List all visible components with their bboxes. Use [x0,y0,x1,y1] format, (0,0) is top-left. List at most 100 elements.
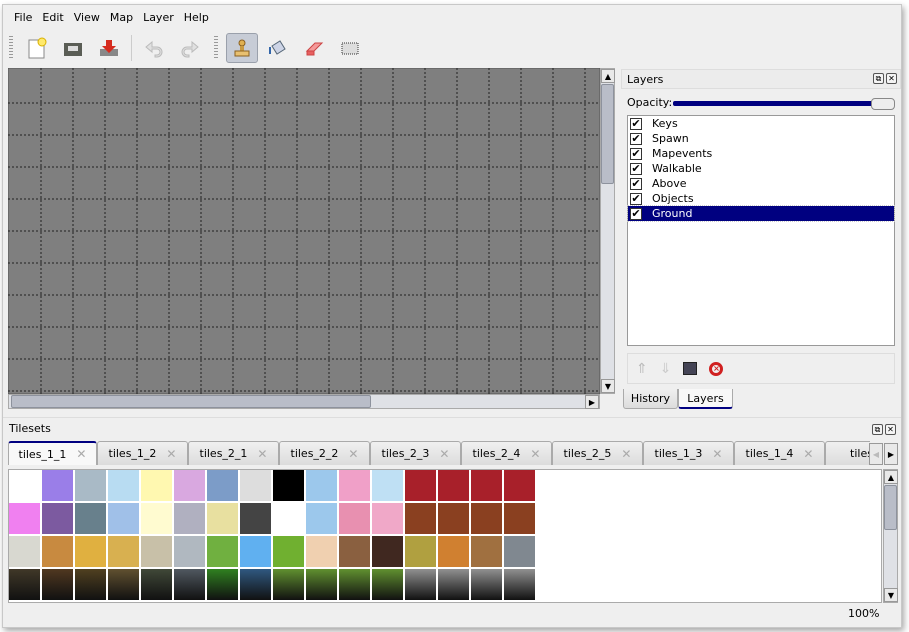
menu-view[interactable]: View [73,11,100,24]
tile[interactable] [273,470,305,502]
tile[interactable] [9,470,41,502]
undo-button[interactable] [138,33,170,63]
tile[interactable] [273,536,305,568]
close-tab-icon[interactable]: ✕ [712,446,723,461]
close-tab-icon[interactable]: ✕ [621,446,632,461]
raise-layer-icon[interactable]: ⇑ [636,360,648,377]
tile[interactable] [405,569,437,601]
lower-layer-icon[interactable]: ⇓ [659,360,672,377]
open-button[interactable] [57,33,89,63]
tile[interactable] [306,536,338,568]
opacity-slider[interactable] [673,98,895,110]
vertical-scroll-thumb[interactable] [601,84,614,184]
tile[interactable] [207,470,239,502]
tile[interactable] [471,470,503,502]
close-dock-icon[interactable]: ✕ [885,424,896,435]
vertical-scroll-thumb[interactable] [884,485,897,530]
layer-item[interactable]: ✔ Walkable [628,161,894,176]
tile[interactable] [339,470,371,502]
close-tab-icon[interactable]: ✕ [166,446,177,461]
tile[interactable] [141,503,173,535]
tile[interactable] [108,569,140,601]
map-canvas[interactable] [8,68,600,394]
bucket-fill-button[interactable] [262,33,294,63]
horizontal-scroll-thumb[interactable] [11,395,371,408]
tile[interactable] [174,569,206,601]
close-dock-icon[interactable]: ✕ [886,73,897,84]
tile[interactable] [471,536,503,568]
tile[interactable] [174,470,206,502]
menu-layer[interactable]: Layer [143,11,174,24]
close-tab-icon[interactable]: ✕ [257,446,268,461]
tab-scroll-left-arrow[interactable]: ◀ [869,443,883,465]
tile[interactable] [438,503,470,535]
tile[interactable] [273,503,305,535]
tile[interactable] [42,569,74,601]
tileset-tab[interactable]: tiles_2_4 ✕ [461,441,552,465]
layer-visibility-checkbox[interactable]: ✔ [630,176,642,190]
tile[interactable] [372,569,404,601]
tile[interactable] [207,503,239,535]
toolbar-grip[interactable] [214,36,218,60]
tile[interactable] [504,503,536,535]
scroll-up-arrow[interactable]: ▲ [884,470,898,484]
tile[interactable] [504,536,536,568]
map-vertical-scrollbar[interactable]: ▲ ▼ [600,68,615,394]
tile[interactable] [240,536,272,568]
tileset-tab[interactable]: tiles_2_2 ✕ [279,441,370,465]
close-tab-icon[interactable]: ✕ [530,446,541,461]
tile[interactable] [42,470,74,502]
tile[interactable] [372,503,404,535]
stamp-brush-button[interactable] [226,33,258,63]
tile[interactable] [240,569,272,601]
layer-item[interactable]: ✔ Mapevents [628,146,894,161]
tab-history[interactable]: History [623,389,678,409]
tile[interactable] [405,536,437,568]
close-tab-icon[interactable]: ✕ [348,446,359,461]
tileset-tab[interactable]: tiles_1_2 ✕ [97,441,188,465]
tile[interactable] [75,503,107,535]
tile[interactable] [9,503,41,535]
tileset-tab[interactable]: tiles_1_1 ✕ [8,441,97,465]
tile[interactable] [9,536,41,568]
tile[interactable] [240,470,272,502]
tileset-view[interactable] [8,469,882,603]
tile[interactable] [108,470,140,502]
tile[interactable] [9,569,41,601]
tile[interactable] [174,536,206,568]
tile[interactable] [504,470,536,502]
redo-button[interactable] [174,33,206,63]
tile[interactable] [372,536,404,568]
tile[interactable] [174,503,206,535]
layer-item[interactable]: ✔ Keys [628,116,894,131]
tile[interactable] [75,470,107,502]
tileset-vertical-scrollbar[interactable]: ▲ ▼ [883,469,898,603]
tile[interactable] [339,569,371,601]
close-tab-icon[interactable]: ✕ [439,446,450,461]
tile[interactable] [438,470,470,502]
layer-item[interactable]: ✔ Ground [627,205,895,222]
tile[interactable] [207,569,239,601]
map-horizontal-scrollbar[interactable]: ▶ [8,394,600,409]
tile[interactable] [306,503,338,535]
new-map-button[interactable] [21,33,53,63]
tile[interactable] [108,503,140,535]
tile[interactable] [75,569,107,601]
toolbar-grip[interactable] [9,36,13,60]
tile[interactable] [471,503,503,535]
tile[interactable] [405,470,437,502]
float-dock-icon[interactable]: ⧉ [873,73,884,84]
tab-scroll-right-arrow[interactable]: ▶ [884,443,898,465]
tile[interactable] [306,569,338,601]
layer-visibility-checkbox[interactable]: ✔ [630,146,642,160]
duplicate-layer-icon[interactable] [683,362,698,375]
tile[interactable] [207,536,239,568]
scroll-right-arrow[interactable]: ▶ [585,395,599,409]
layer-item[interactable]: ✔ Above [628,176,894,191]
float-dock-icon[interactable]: ⧉ [872,424,883,435]
tile[interactable] [471,569,503,601]
delete-layer-icon[interactable]: × [709,361,724,376]
tile[interactable] [141,536,173,568]
scroll-down-arrow[interactable]: ▼ [601,379,615,393]
layer-visibility-checkbox[interactable]: ✔ [630,116,642,130]
